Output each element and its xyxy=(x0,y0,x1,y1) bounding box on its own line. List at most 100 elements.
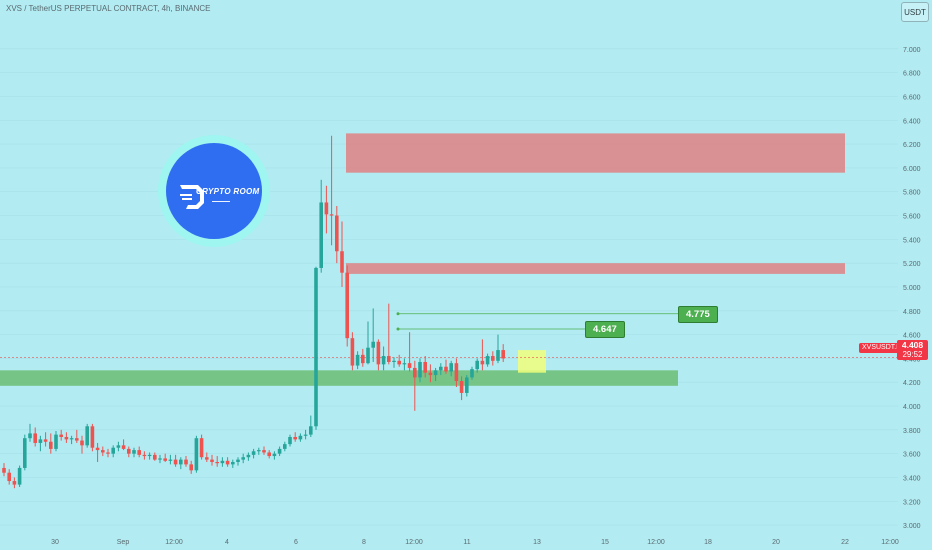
candle-body xyxy=(220,460,225,464)
candle-body xyxy=(267,452,271,457)
candle-body xyxy=(423,361,427,373)
candle-body xyxy=(17,467,22,485)
candle-body xyxy=(444,366,448,372)
candle-body xyxy=(80,440,84,446)
candle-body xyxy=(23,438,27,468)
last-price-tag: 4.408 29:52 xyxy=(897,340,928,360)
resistance-zone xyxy=(346,133,845,173)
y-tick-label: 3.000 xyxy=(903,523,921,530)
candle-body xyxy=(215,461,219,464)
candle-body xyxy=(75,438,79,441)
candle-body xyxy=(288,436,292,445)
candle-body xyxy=(329,214,334,216)
candle-body xyxy=(361,354,365,364)
candle-body xyxy=(387,356,391,362)
target-label-2: 4.775 xyxy=(678,305,718,323)
candle-body xyxy=(449,363,453,372)
y-tick-label: 5.000 xyxy=(903,285,921,292)
candle-body xyxy=(433,370,438,376)
candle-body xyxy=(142,454,147,457)
candle-body xyxy=(475,360,479,370)
x-tick-label: 11 xyxy=(463,539,470,546)
candle-body xyxy=(33,433,37,443)
y-tick-label: 5.200 xyxy=(903,261,921,268)
support-zone xyxy=(0,370,678,386)
candle-body xyxy=(168,459,173,461)
zones-layer xyxy=(0,133,845,386)
candle-body xyxy=(54,434,58,449)
candle-body xyxy=(2,467,6,473)
y-tick-label: 5.400 xyxy=(903,237,921,244)
candle-body xyxy=(283,444,287,449)
candle-body xyxy=(158,458,162,460)
candle-body xyxy=(231,461,235,465)
target-anchor xyxy=(396,327,400,331)
y-tick-label: 6.800 xyxy=(903,71,921,78)
candle-body xyxy=(189,464,193,471)
candle-body xyxy=(413,367,417,378)
candle-body xyxy=(397,360,401,365)
x-tick-label: 12:00 xyxy=(647,539,665,546)
candle-body xyxy=(480,360,485,365)
logo-text: CRYPTO ROOM xyxy=(196,187,260,196)
y-tick-label: 4.600 xyxy=(903,333,921,340)
candle-body xyxy=(163,458,167,461)
candle-body xyxy=(366,347,370,364)
candle-body xyxy=(153,454,157,460)
candle-body xyxy=(454,363,459,382)
logo-arrow-icon xyxy=(180,185,204,209)
candle-body xyxy=(324,202,329,215)
candle-body xyxy=(111,447,115,454)
candle-body xyxy=(28,433,32,439)
candle-body xyxy=(428,372,433,376)
candle-body xyxy=(7,472,11,482)
x-tick-label: 12:00 xyxy=(881,539,899,546)
candle-body xyxy=(179,459,183,465)
candle-body xyxy=(173,459,178,465)
candle-body xyxy=(210,459,214,462)
x-tick-label: 12:00 xyxy=(405,539,423,546)
candle-body xyxy=(147,454,152,457)
candle-body xyxy=(64,436,69,440)
candle-body xyxy=(402,363,407,365)
candle-body xyxy=(137,450,141,455)
candle-body xyxy=(225,460,230,465)
candle-body xyxy=(12,481,17,485)
entry-zone xyxy=(518,350,546,373)
candle-body xyxy=(407,363,412,368)
x-tick-label: 12:00 xyxy=(165,539,183,546)
x-tick-label: 18 xyxy=(704,539,712,546)
candle-body xyxy=(85,426,89,446)
target-lines-layer xyxy=(0,312,898,358)
x-tick-label: 22 xyxy=(841,539,849,546)
y-tick-label: 3.400 xyxy=(903,475,921,482)
resistance-zone xyxy=(346,263,845,274)
candle-body xyxy=(272,453,277,457)
candle-body xyxy=(340,251,344,273)
candle-body xyxy=(418,361,422,378)
candle-body xyxy=(184,459,188,465)
last-price-value: 4.408 xyxy=(901,340,924,350)
currency-button[interactable]: USDT xyxy=(901,2,929,22)
x-tick-label: 8 xyxy=(362,539,366,546)
x-tick-label: 4 xyxy=(225,539,229,546)
x-tick-label: 20 xyxy=(772,539,780,546)
y-tick-label: 5.800 xyxy=(903,190,921,197)
candle-body xyxy=(376,341,381,365)
y-tick-label: 3.800 xyxy=(903,428,921,435)
candle-body xyxy=(392,360,396,362)
candle-body xyxy=(309,426,313,435)
candle-body xyxy=(251,451,256,455)
candle-countdown: 29:52 xyxy=(902,350,923,359)
crypto-room-logo: CRYPTO ROOM ▬▬▬▬▬▬ xyxy=(158,135,270,247)
y-tick-label: 4.200 xyxy=(903,380,921,387)
y-tick-label: 6.400 xyxy=(903,118,921,125)
candle-body xyxy=(205,457,209,460)
y-tick-label: 4.800 xyxy=(903,309,921,316)
candle-body xyxy=(501,350,505,359)
candle-body xyxy=(132,450,136,454)
candle-body xyxy=(49,441,53,449)
axis-layer: 7.000 6.800 6.600 6.400 6.200 6.000 5.800 5.600… xyxy=(51,47,921,546)
